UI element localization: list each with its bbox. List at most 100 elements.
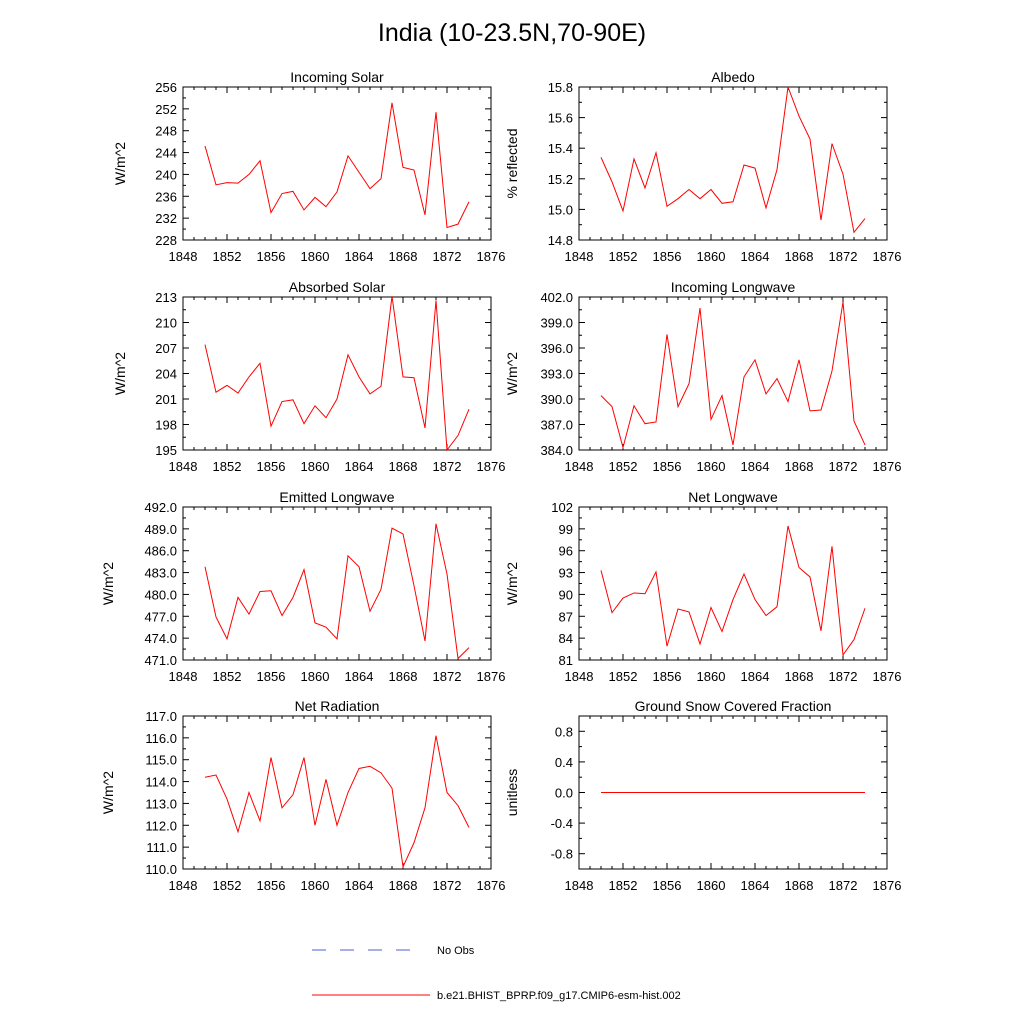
y-tick-label: 204 xyxy=(155,367,177,382)
panel-title: Incoming Longwave xyxy=(671,279,796,295)
y-axis-label: W/m^2 xyxy=(112,142,128,185)
x-tick-label: 1872 xyxy=(829,249,858,264)
x-tick-label: 1868 xyxy=(389,669,418,684)
y-tick-label: 486.0 xyxy=(144,544,177,559)
series-line xyxy=(204,523,470,660)
panel-incoming-longwave: Incoming Longwave W/m^2 1848 1852 1856 1860 18… xyxy=(504,279,901,474)
x-tick-label: 1876 xyxy=(873,459,902,474)
series-line xyxy=(204,735,470,869)
x-tick-label: 1872 xyxy=(433,669,462,684)
plot-frame xyxy=(578,86,888,241)
y-tick-label: 232 xyxy=(155,211,177,226)
x-tick-label: 1860 xyxy=(301,249,330,264)
x-tick-label: 1856 xyxy=(257,878,286,893)
y-tick-label: 198 xyxy=(155,418,177,433)
y-tick-label: 252 xyxy=(155,102,177,117)
series-line xyxy=(600,86,866,234)
y-tick-label: 489.0 xyxy=(144,522,177,537)
y-tick-label: 99 xyxy=(559,522,573,537)
y-tick-label: 477.0 xyxy=(144,609,177,624)
panel-title: Ground Snow Covered Fraction xyxy=(635,698,832,714)
x-tick-label: 1848 xyxy=(169,878,198,893)
panel-title: Net Longwave xyxy=(688,489,778,505)
legend-obs-label: No Obs xyxy=(437,945,475,957)
y-tick-label: 111.0 xyxy=(146,840,177,855)
x-tick-label: 1848 xyxy=(565,249,594,264)
x-tick-label: 1852 xyxy=(213,669,242,684)
y-tick-label: 96 xyxy=(559,544,573,559)
series-line xyxy=(204,102,470,229)
y-tick-label: 393.0 xyxy=(540,367,573,382)
plot-frame xyxy=(182,296,492,451)
y-tick-label: 471.0 xyxy=(144,653,177,668)
x-tick-label: 1864 xyxy=(741,459,770,474)
y-tick-label: 399.0 xyxy=(540,316,573,331)
y-tick-label: 112.0 xyxy=(145,818,177,833)
y-axis-label: W/m^2 xyxy=(100,562,116,605)
x-tick-label: 1876 xyxy=(477,878,506,893)
y-tick-label: 117.0 xyxy=(145,709,177,724)
y-tick-label: 240 xyxy=(155,167,177,182)
y-tick-label: 492.0 xyxy=(144,500,177,515)
series-line xyxy=(600,525,866,657)
x-tick-label: 1868 xyxy=(785,249,814,264)
y-tick-label: 396.0 xyxy=(540,341,573,356)
x-tick-label: 1856 xyxy=(257,669,286,684)
x-tick-label: 1860 xyxy=(301,878,330,893)
x-tick-label: 1876 xyxy=(477,459,506,474)
x-tick-label: 1860 xyxy=(697,878,726,893)
x-tick-label: 1864 xyxy=(345,459,374,474)
x-tick-label: 1864 xyxy=(345,878,374,893)
x-tick-label: 1848 xyxy=(169,249,198,264)
x-tick-label: 1856 xyxy=(653,669,682,684)
y-tick-label: 0.4 xyxy=(555,755,573,770)
panel-title: Net Radiation xyxy=(295,698,380,714)
y-tick-label: 84 xyxy=(559,631,573,646)
x-tick-label: 1848 xyxy=(169,669,198,684)
x-tick-label: 1848 xyxy=(565,669,594,684)
panel-emitted-longwave: Emitted Longwave W/m^2 1848 1852 1856 1860 186… xyxy=(100,489,505,684)
y-axis-label: unitless xyxy=(504,769,520,816)
y-axis-label: W/m^2 xyxy=(100,771,116,814)
y-tick-label: 480.0 xyxy=(144,587,177,602)
x-tick-label: 1852 xyxy=(609,669,638,684)
y-tick-label: 0.0 xyxy=(555,786,573,801)
y-tick-label: 0.8 xyxy=(555,724,573,739)
y-tick-label: 15.4 xyxy=(548,141,573,156)
y-tick-label: 115.0 xyxy=(145,753,177,768)
x-tick-label: 1868 xyxy=(785,669,814,684)
panel-title: Albedo xyxy=(711,69,755,85)
y-axis-label: % reflected xyxy=(504,128,520,198)
x-tick-label: 1864 xyxy=(741,878,770,893)
x-tick-label: 1860 xyxy=(697,459,726,474)
plot-frame xyxy=(182,715,492,870)
y-tick-label: 15.2 xyxy=(548,172,573,187)
x-tick-label: 1848 xyxy=(169,459,198,474)
y-tick-label: 93 xyxy=(559,566,573,581)
x-tick-label: 1868 xyxy=(389,459,418,474)
y-tick-label: 102 xyxy=(551,500,573,515)
x-tick-label: 1864 xyxy=(345,669,374,684)
y-tick-label: 213 xyxy=(155,290,177,305)
x-tick-label: 1876 xyxy=(477,249,506,264)
x-tick-label: 1872 xyxy=(829,878,858,893)
y-tick-label: 228 xyxy=(155,233,177,248)
series-line xyxy=(204,296,470,452)
x-tick-label: 1856 xyxy=(653,878,682,893)
legend: No Obs b.e21.BHIST_BPRP.f09_g17.CMIP6-es… xyxy=(312,945,681,1002)
y-tick-label: 114.0 xyxy=(145,775,177,790)
y-tick-label: 474.0 xyxy=(144,631,177,646)
panel-net-longwave: Net Longwave W/m^2 1848 1852 1856 1860 1864 186… xyxy=(504,489,901,684)
y-tick-label: 15.0 xyxy=(548,202,573,217)
x-tick-label: 1852 xyxy=(609,249,638,264)
x-tick-label: 1868 xyxy=(389,249,418,264)
y-tick-label: 387.0 xyxy=(540,418,573,433)
plot-frame xyxy=(182,86,492,241)
y-axis-label: W/m^2 xyxy=(112,352,128,395)
panel-ground-snow-fraction: Ground Snow Covered Fraction unitless 1848… xyxy=(504,698,901,893)
x-tick-label: 1868 xyxy=(389,878,418,893)
panel-title: Absorbed Solar xyxy=(289,279,386,295)
x-tick-label: 1864 xyxy=(345,249,374,264)
x-tick-label: 1868 xyxy=(785,459,814,474)
